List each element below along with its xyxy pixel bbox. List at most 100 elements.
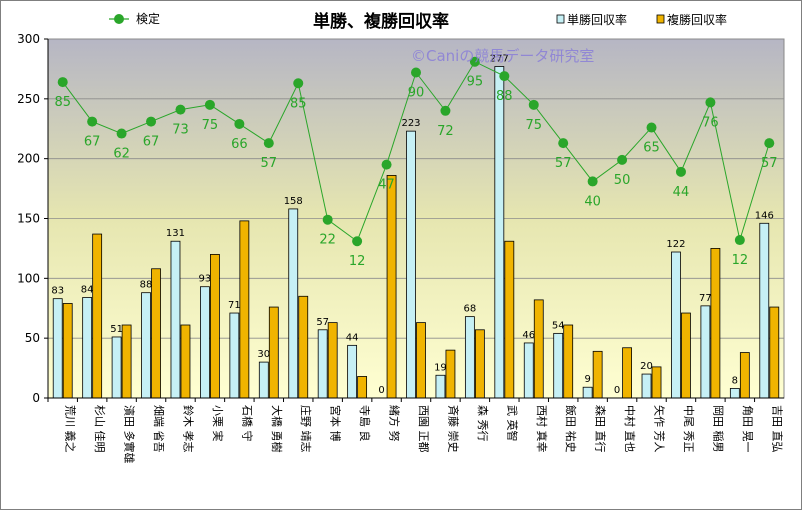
data-label-kentei: 66 bbox=[231, 137, 248, 152]
category-label: 西園 正都 bbox=[417, 405, 430, 453]
category-label: 矢作 芳人 bbox=[653, 405, 667, 453]
bar-fukusho bbox=[416, 322, 426, 399]
point-kentei bbox=[499, 71, 510, 82]
bar-tansho bbox=[170, 240, 181, 399]
data-label-kentei: 76 bbox=[702, 115, 719, 130]
category-label: 森 秀行 bbox=[476, 405, 490, 442]
point-kentei bbox=[440, 105, 451, 116]
bar-tansho bbox=[229, 312, 240, 399]
category-label: 庄野 靖志 bbox=[299, 405, 313, 453]
bar-tansho bbox=[671, 251, 681, 399]
bar-tansho bbox=[759, 222, 770, 399]
bar-fukusho bbox=[592, 350, 603, 399]
data-label-kentei: 12 bbox=[349, 254, 366, 269]
point-kentei bbox=[705, 97, 716, 108]
bar-tansho bbox=[700, 305, 711, 399]
bar-tansho bbox=[494, 66, 505, 399]
bar-tansho bbox=[729, 388, 740, 399]
bar-tansho bbox=[523, 342, 534, 399]
category-label: 武 英智 bbox=[505, 405, 519, 442]
chart-title: 単勝、複勝回収率 bbox=[313, 11, 449, 32]
y-tick-label: 300 bbox=[17, 32, 40, 46]
bar-tansho bbox=[258, 361, 269, 399]
y-tick-label: 250 bbox=[17, 92, 40, 106]
category-label: 鈴木 孝志 bbox=[181, 405, 195, 453]
bar-fukusho bbox=[386, 175, 397, 399]
data-label-kentei: 85 bbox=[290, 96, 307, 111]
data-label-tansho: 54 bbox=[552, 320, 565, 331]
legend-label-fukusho: 複勝回収率 bbox=[667, 12, 727, 27]
bar-fukusho bbox=[474, 329, 485, 399]
point-kentei bbox=[87, 116, 98, 127]
category-label: 森田 直行 bbox=[594, 405, 608, 453]
point-kentei bbox=[263, 138, 274, 149]
point-kentei bbox=[558, 138, 569, 149]
data-label-tansho: 57 bbox=[316, 317, 329, 328]
data-label-kentei: 12 bbox=[732, 253, 749, 268]
data-label-kentei: 57 bbox=[761, 156, 778, 171]
data-label-tansho: 83 bbox=[51, 286, 64, 297]
watermark-text: ©Caniの競馬データ研究室 bbox=[411, 47, 594, 65]
data-label-kentei: 75 bbox=[202, 118, 219, 133]
data-label-kentei: 47 bbox=[378, 178, 395, 193]
point-kentei bbox=[146, 116, 157, 127]
bar-fukusho bbox=[298, 295, 309, 399]
legend-swatch-tansho bbox=[556, 14, 565, 24]
data-label-kentei: 57 bbox=[555, 156, 572, 171]
category-label: 寺島 良 bbox=[358, 405, 372, 442]
data-label-tansho: 146 bbox=[755, 210, 774, 221]
data-label-tansho: 19 bbox=[434, 362, 447, 373]
data-label-tansho: 71 bbox=[228, 300, 241, 311]
bar-fukusho bbox=[710, 248, 721, 399]
data-label-tansho: 68 bbox=[464, 304, 477, 315]
bar-tansho bbox=[111, 336, 122, 399]
bar-tansho bbox=[347, 344, 358, 399]
data-label-kentei: 40 bbox=[584, 194, 601, 209]
data-label-tansho: 8 bbox=[732, 375, 738, 386]
data-label-tansho: 20 bbox=[640, 361, 653, 372]
bar-tansho bbox=[464, 316, 475, 399]
data-label-kentei: 72 bbox=[437, 124, 454, 139]
legend-label-tansho: 単勝回収率 bbox=[567, 12, 627, 27]
point-kentei bbox=[587, 176, 598, 187]
legend-line-marker bbox=[114, 14, 124, 24]
data-label-kentei: 73 bbox=[172, 123, 189, 138]
bar-fukusho bbox=[445, 349, 456, 399]
point-kentei bbox=[175, 104, 186, 115]
data-label-kentei: 85 bbox=[54, 95, 71, 110]
bar-tansho bbox=[141, 292, 151, 399]
bar-fukusho bbox=[739, 352, 750, 399]
data-label-kentei: 44 bbox=[673, 185, 690, 200]
category-label: 西村 真幸 bbox=[535, 405, 549, 453]
data-label-tansho: 131 bbox=[166, 228, 185, 239]
data-label-kentei: 67 bbox=[84, 135, 101, 150]
bar-fukusho bbox=[533, 299, 544, 399]
point-kentei bbox=[617, 154, 628, 165]
data-label-tansho: 122 bbox=[666, 239, 685, 250]
bar-fukusho bbox=[563, 324, 574, 399]
data-label-tansho: 0 bbox=[378, 385, 384, 396]
bar-fukusho bbox=[62, 303, 73, 399]
data-label-tansho: 158 bbox=[284, 196, 303, 207]
point-kentei bbox=[116, 128, 127, 139]
bar-fukusho bbox=[268, 306, 279, 399]
bar-tansho bbox=[406, 130, 416, 399]
point-kentei bbox=[528, 99, 539, 110]
category-label: 杉山 佳明 bbox=[93, 405, 107, 453]
legend-label-kentei: 検定 bbox=[136, 11, 160, 26]
point-kentei bbox=[57, 77, 68, 88]
category-label: 斉藤 崇史 bbox=[446, 405, 460, 453]
bar-tansho bbox=[582, 386, 593, 399]
bar-fukusho bbox=[92, 233, 103, 399]
point-kentei bbox=[293, 78, 304, 89]
point-kentei bbox=[204, 99, 215, 110]
data-label-tansho: 277 bbox=[490, 54, 509, 65]
point-kentei bbox=[352, 236, 363, 247]
point-kentei bbox=[469, 56, 480, 67]
data-label-tansho: 0 bbox=[614, 385, 620, 396]
category-label: 宮本 博 bbox=[329, 405, 343, 442]
y-tick-label: 150 bbox=[17, 212, 40, 226]
bar-fukusho bbox=[622, 347, 632, 399]
legend: 検定 単勝回収率 複勝回収率 bbox=[109, 11, 727, 27]
